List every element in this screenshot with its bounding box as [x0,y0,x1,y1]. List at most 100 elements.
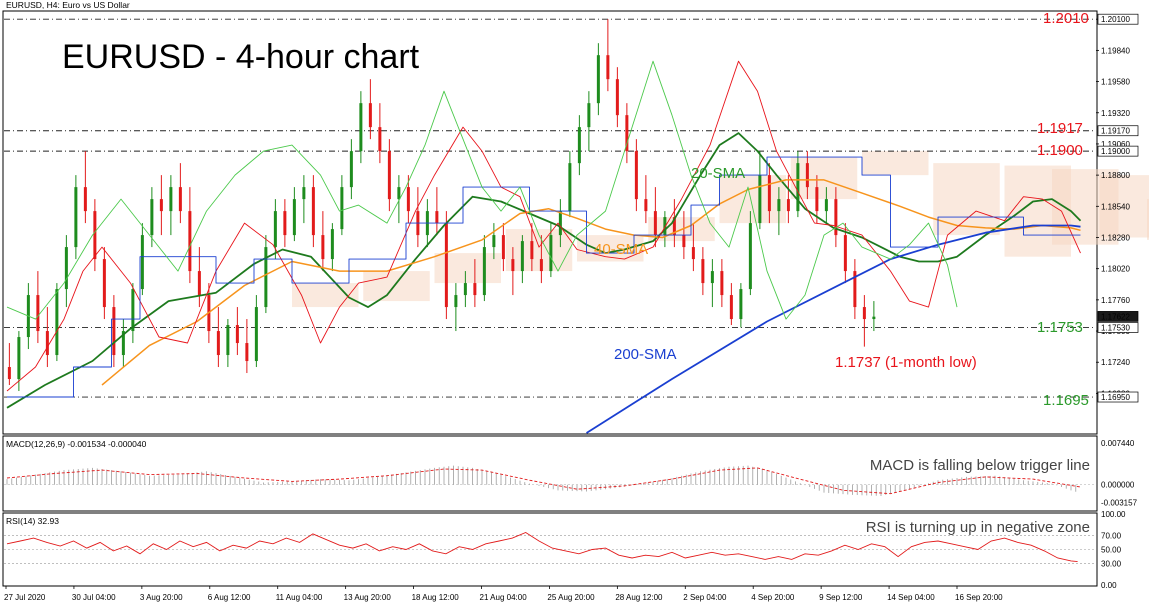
candle-body [368,103,372,128]
candle-12 [121,319,125,368]
candle-65 [625,103,629,164]
candle-body [729,295,733,320]
candle-body [767,175,771,212]
candle-body [226,325,230,356]
macd-label: MACD(12,26,9) -0.001534 -0.000040 [6,439,147,449]
candle-body [169,187,173,212]
line-kijun-sen [7,156,1081,398]
level-label-1-1753: 1.1753 [1037,319,1083,336]
rsi-series [4,531,1096,565]
candle-40 [387,139,391,212]
candle-body [577,127,581,164]
cloud-segment-12 [1099,175,1149,238]
level-label-1-1900: 1.1900 [1037,142,1083,159]
candle-body [378,127,382,152]
candle-body [454,295,458,308]
candle-78 [748,211,752,296]
x-tick-label: 28 Aug 12:00 [615,593,663,602]
candle-body [492,235,496,248]
candle-8 [83,151,87,224]
candle-63 [606,19,610,92]
candle-17 [169,175,173,236]
candle-body [482,247,486,296]
candle-39 [378,103,382,164]
candle-45 [435,187,439,236]
candle-body [587,103,591,128]
candle-body [283,211,287,236]
candle-body [596,55,600,104]
level-label-1-2010: 1.2010 [1043,10,1089,27]
candle-60 [577,115,581,176]
price-tag-label: 1.16950 [1101,393,1130,402]
candle-88 [843,223,847,284]
candle-body [501,235,505,260]
candle-body [530,241,534,260]
candle-body [150,199,154,236]
candle-56 [539,235,543,284]
candle-91 [872,301,876,332]
candle-37 [359,91,363,164]
candle-body [824,199,828,212]
candle-body [254,307,258,362]
candle-54 [520,235,524,284]
candle-body [235,325,239,344]
cloud-segment-1 [363,271,430,302]
candle-body [615,79,619,116]
candle-35 [340,175,344,236]
candle-74 [710,259,714,308]
candle-33 [321,211,325,272]
y-tick-label: 1.18280 [1101,233,1130,242]
candle-70 [672,199,676,248]
price-tag-label: 1.19170 [1101,127,1130,136]
candle-body [843,235,847,272]
x-tick-label: 25 Aug 20:00 [547,593,595,602]
price-tag-label: 1.20100 [1101,15,1130,24]
candle-body [786,199,790,212]
candle-body [834,199,838,236]
candle-body [387,151,391,200]
candle-13 [131,283,135,344]
cloud-segment-3 [505,229,573,272]
ichimoku-cloud [292,151,1149,308]
cloud-segment-13 [1147,199,1149,240]
candle-9 [93,199,97,272]
candle-61 [587,91,591,152]
candle-75 [720,259,724,308]
annotation-1-month-low: 1.1737 (1-month low) [835,354,977,371]
x-tick-label: 3 Aug 20:00 [140,593,183,602]
candle-body [340,187,344,230]
candle-42 [406,175,410,224]
candle-76 [729,283,733,326]
rsi-panel-frame [2,512,1098,587]
rsi-line [6,531,1078,563]
x-tick-label: 11 Aug 04:00 [276,593,323,602]
candle-body [739,289,743,320]
candle-73 [701,247,705,296]
rsi-annotation: RSI is turning up in negative zone [866,519,1090,536]
candle-body [539,259,543,272]
candle-body [17,337,21,380]
x-tick-label: 16 Sep 20:00 [955,593,1003,602]
candle-body [634,151,638,200]
horizontal-levels [4,18,1096,398]
candle-49 [473,259,477,308]
candle-3 [36,271,40,344]
candle-body [473,283,477,296]
candle-18 [178,163,182,224]
candle-body [330,229,334,260]
rsi-y-tick-label: 30.00 [1101,560,1122,569]
candle-body [102,259,106,308]
macd-y-tick-label: 0.007440 [1101,439,1135,448]
price-tag-label: 1.19000 [1101,147,1130,156]
candle-51 [492,223,496,260]
candle-47 [454,283,458,332]
price-tag-label: 1.17622 [1101,312,1130,321]
y-tick-label: 1.19840 [1101,46,1130,55]
x-tick-label: 13 Aug 20:00 [344,593,392,602]
candle-85 [815,175,819,224]
candle-23 [226,319,230,368]
candle-24 [235,307,239,356]
y-tick-label: 1.17760 [1101,296,1130,305]
candle-body [264,247,268,308]
